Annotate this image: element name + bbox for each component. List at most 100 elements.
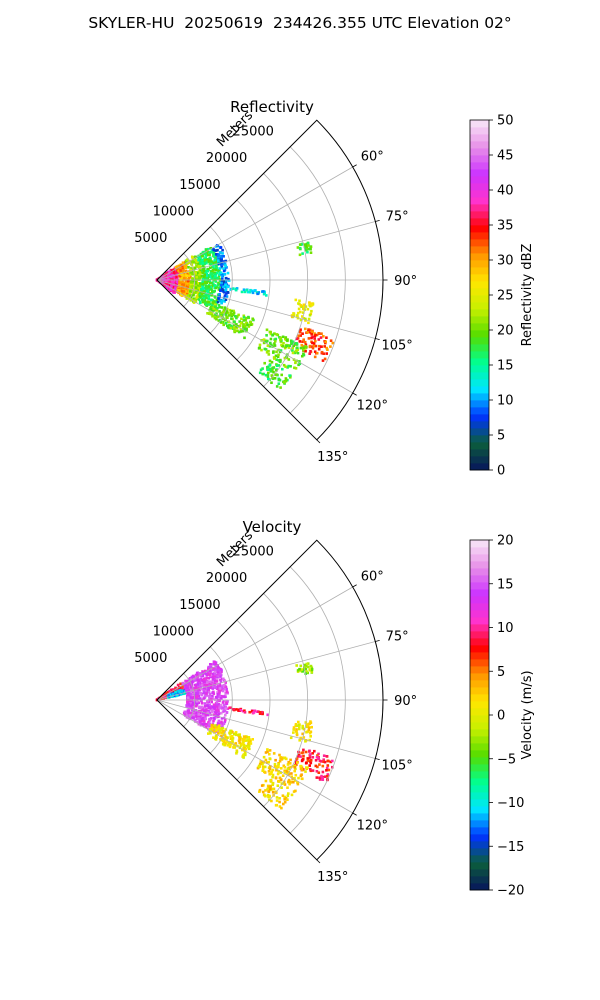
- echo-cell: [217, 259, 220, 262]
- echo-cell: [204, 256, 207, 259]
- echo-cell: [308, 313, 312, 317]
- echo-cell: [190, 675, 194, 679]
- echo-cell: [310, 725, 313, 729]
- echo-cell: [163, 275, 167, 279]
- colorbar-tick-label: −20: [497, 884, 524, 899]
- echo-cell: [212, 290, 215, 294]
- echo-cell: [228, 323, 231, 327]
- echo-cell: [269, 330, 272, 334]
- colorbar-segment: [470, 337, 489, 345]
- echo-cell: [282, 341, 285, 345]
- echo-cell: [286, 763, 290, 766]
- echo-cell: [227, 279, 231, 282]
- echo-cell: [304, 750, 308, 754]
- echo-cell: [191, 272, 194, 276]
- echo-cell: [191, 256, 194, 260]
- echo-cell: [321, 770, 325, 774]
- echo-cell: [214, 709, 218, 712]
- colorbar-segment: [470, 162, 489, 170]
- echo-cell: [205, 684, 208, 687]
- colorbar-segment: [470, 148, 489, 156]
- echo-cell: [238, 741, 242, 744]
- echo-cell: [201, 262, 205, 265]
- echo-cell: [322, 760, 325, 763]
- echo-cell: [214, 663, 217, 666]
- echo-cell: [208, 703, 211, 706]
- echo-cell: [189, 716, 193, 719]
- echo-cell: [266, 793, 270, 797]
- echo-cell: [221, 689, 225, 693]
- echo-cell: [217, 719, 221, 723]
- azimuth-tick: [316, 859, 321, 864]
- echo-cell: [241, 748, 244, 752]
- echo-cell: [216, 727, 220, 731]
- echo-cell: [169, 278, 173, 281]
- echo-cell: [258, 712, 262, 715]
- echo-cell: [301, 724, 304, 728]
- colorbar-segment: [470, 246, 489, 254]
- echo-cell: [193, 299, 196, 303]
- echo-cell: [205, 686, 208, 690]
- echo-cell: [187, 294, 190, 297]
- echo-cell: [295, 733, 299, 737]
- echo-cell: [204, 280, 207, 284]
- echo-cell: [308, 756, 312, 759]
- echo-cell: [192, 716, 195, 719]
- echo-cell: [318, 778, 322, 781]
- echo-cell: [177, 289, 180, 292]
- echo-cell: [225, 315, 228, 319]
- echo-cell: [267, 350, 270, 353]
- echo-cell: [325, 755, 329, 758]
- echo-cell: [267, 770, 271, 773]
- echo-region: [207, 723, 254, 759]
- echo-cell: [224, 707, 228, 711]
- echo-cell: [301, 315, 304, 318]
- echo-cell: [291, 346, 294, 350]
- echo-cell: [191, 281, 195, 284]
- echo-cell: [195, 289, 198, 293]
- echo-cell: [222, 684, 226, 687]
- echo-cell: [228, 732, 232, 735]
- echo-cell: [309, 761, 313, 765]
- echo-cell: [274, 339, 277, 343]
- echo-cell: [298, 299, 301, 303]
- azimuth-tick: [352, 164, 357, 168]
- echo-cell: [263, 765, 267, 769]
- echo-cell: [305, 761, 308, 764]
- colorbar-segment: [470, 848, 489, 856]
- echo-cell: [244, 735, 247, 739]
- colorbar-tick-label: 20: [497, 324, 514, 339]
- echo-cell: [229, 735, 232, 738]
- echo-cell: [266, 750, 269, 754]
- echo-cell: [240, 317, 243, 321]
- echo-cell: [195, 692, 199, 695]
- echo-region: [295, 327, 335, 362]
- echo-cell: [289, 736, 293, 740]
- radial-tick-label: 25000: [233, 545, 274, 560]
- echo-cell: [213, 660, 216, 664]
- echo-cell: [165, 274, 169, 278]
- echo-cell: [296, 781, 299, 784]
- colorbar-segment: [470, 267, 489, 275]
- echo-cell: [211, 723, 214, 727]
- echo-cell: [175, 282, 179, 285]
- echo-cell: [244, 324, 247, 328]
- echo-cell: [264, 751, 268, 754]
- echo-cell: [280, 767, 283, 770]
- echo-cell: [185, 292, 189, 295]
- echo-cell: [293, 351, 296, 355]
- echo-cell: [202, 263, 205, 267]
- echo-cell: [327, 759, 330, 763]
- echo-cell: [249, 288, 252, 292]
- echo-cell: [185, 679, 189, 683]
- echo-cell: [221, 275, 224, 278]
- echo-cell: [210, 281, 213, 285]
- echo-cell: [257, 710, 260, 713]
- echo-cell: [257, 764, 261, 768]
- echo-cell: [223, 687, 227, 691]
- echo-cell: [187, 289, 190, 292]
- echo-cell: [212, 713, 216, 716]
- echo-cell: [262, 761, 265, 764]
- echo-cell: [207, 259, 211, 263]
- echo-cell: [319, 345, 323, 348]
